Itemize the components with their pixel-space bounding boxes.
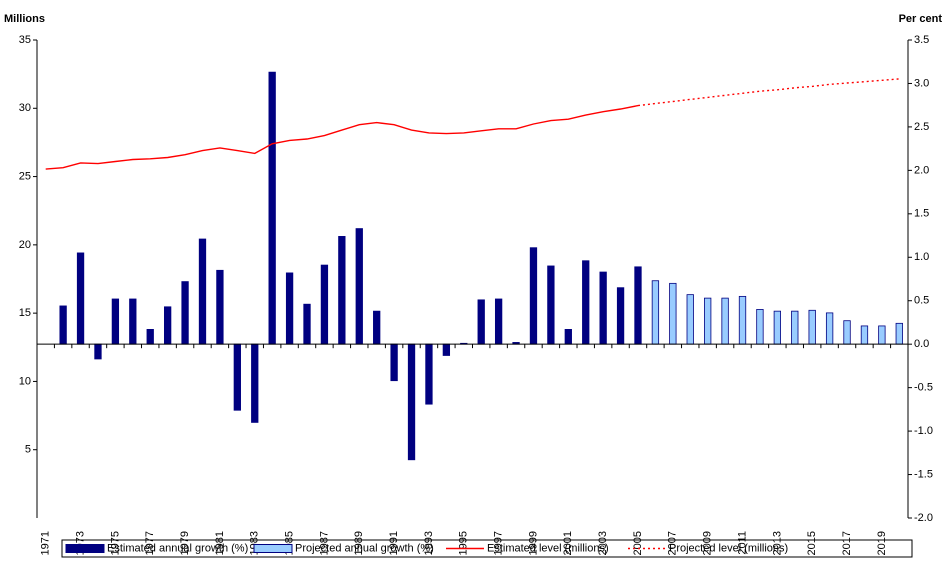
x-tick-label: 1979 [179, 531, 191, 555]
x-tick-label: 2019 [876, 531, 888, 555]
bar [843, 320, 851, 345]
y2-axis-label: Per cent [899, 13, 943, 25]
bar [285, 272, 294, 345]
bar [163, 306, 172, 345]
x-tick-label: 1999 [527, 531, 539, 555]
bar [494, 298, 503, 345]
legend-label: Projected annual growth (%) [295, 542, 434, 554]
bar [233, 343, 241, 411]
bar [582, 260, 590, 345]
bar [146, 329, 154, 345]
bar [59, 305, 67, 345]
bar [303, 303, 311, 345]
x-tick-label: 1991 [388, 531, 400, 555]
y-tick-label: 35 [19, 34, 31, 46]
bar [76, 252, 85, 345]
bar [268, 71, 276, 345]
x-tick-label: 2013 [771, 531, 783, 555]
y2-tick-label: -2.0 [914, 512, 933, 524]
x-tick-label: 1987 [318, 531, 330, 555]
bar [634, 266, 642, 345]
bar [94, 343, 102, 360]
legend-swatch [253, 544, 293, 553]
bar [860, 325, 869, 345]
bar [198, 238, 207, 345]
y-axis-label: Millions [4, 13, 45, 25]
bar [111, 298, 120, 345]
bar [878, 325, 886, 345]
bar [564, 329, 572, 345]
bar [390, 343, 398, 382]
legend-swatch [65, 544, 105, 553]
bar [320, 264, 329, 345]
y2-tick-label: -1.5 [914, 468, 933, 480]
y-tick-label: 10 [19, 375, 31, 387]
line [637, 78, 900, 107]
bar [651, 280, 660, 345]
x-tick-label: 2003 [597, 531, 609, 555]
bar [425, 343, 433, 405]
bar [355, 228, 363, 345]
y2-tick-label: 2.0 [914, 164, 929, 176]
y2-tick-label: -1.0 [914, 425, 933, 437]
bar [442, 343, 451, 356]
x-tick-label: 2015 [806, 531, 818, 555]
x-tick-label: 1995 [458, 531, 470, 555]
y2-tick-label: 3.5 [914, 34, 929, 46]
y-tick-label: 5 [25, 444, 31, 456]
bar [216, 269, 224, 345]
legend-label: Projected level (millions) [669, 542, 788, 554]
bar [547, 265, 555, 345]
bar [529, 247, 538, 345]
bar [338, 236, 346, 345]
x-tick-label: 1971 [40, 531, 52, 555]
bar [895, 322, 903, 345]
bar [181, 281, 189, 345]
x-tick-label: 1981 [214, 531, 226, 555]
x-tick-label: 2009 [702, 531, 714, 555]
x-tick-label: 1993 [423, 531, 435, 555]
x-tick-label: 2005 [632, 531, 644, 555]
bar [721, 297, 729, 345]
y-tick-label: 30 [19, 102, 31, 114]
bar [756, 309, 764, 345]
bar [251, 343, 259, 423]
bar [407, 343, 416, 461]
y2-tick-label: 0.0 [914, 338, 929, 350]
bar [129, 298, 137, 345]
bar [616, 287, 625, 345]
y2-tick-label: 2.5 [914, 121, 929, 133]
bar [773, 310, 781, 345]
x-tick-label: 2001 [562, 531, 574, 555]
y-tick-label: 15 [19, 307, 31, 319]
bar [669, 282, 677, 345]
y2-tick-label: -0.5 [914, 382, 933, 394]
legend-label: Estimated level (millions) [487, 542, 609, 554]
y2-tick-label: 0.5 [914, 295, 929, 307]
bar [477, 299, 485, 345]
x-tick-label: 2017 [841, 531, 853, 555]
y-tick-label: 25 [19, 170, 31, 182]
bar [808, 309, 816, 345]
bar [738, 295, 747, 345]
bar [599, 271, 607, 345]
bar [373, 310, 381, 345]
bar [686, 294, 694, 345]
y2-tick-label: 1.0 [914, 251, 929, 263]
bar [704, 297, 712, 345]
line [45, 104, 639, 170]
x-tick-label: 2011 [736, 531, 748, 555]
legend-label: Estimated annual growth (%) [107, 542, 248, 554]
y2-tick-label: 1.5 [914, 208, 929, 220]
y2-tick-label: 3.0 [914, 77, 929, 89]
y-tick-label: 20 [19, 239, 31, 251]
x-tick-label: 1997 [493, 531, 505, 555]
x-tick-label: 1989 [353, 531, 365, 555]
x-tick-label: 2007 [667, 531, 679, 555]
bar [825, 312, 834, 345]
x-tick-label: 1977 [144, 531, 156, 555]
x-tick-label: 1975 [109, 531, 121, 555]
bar [791, 310, 799, 345]
